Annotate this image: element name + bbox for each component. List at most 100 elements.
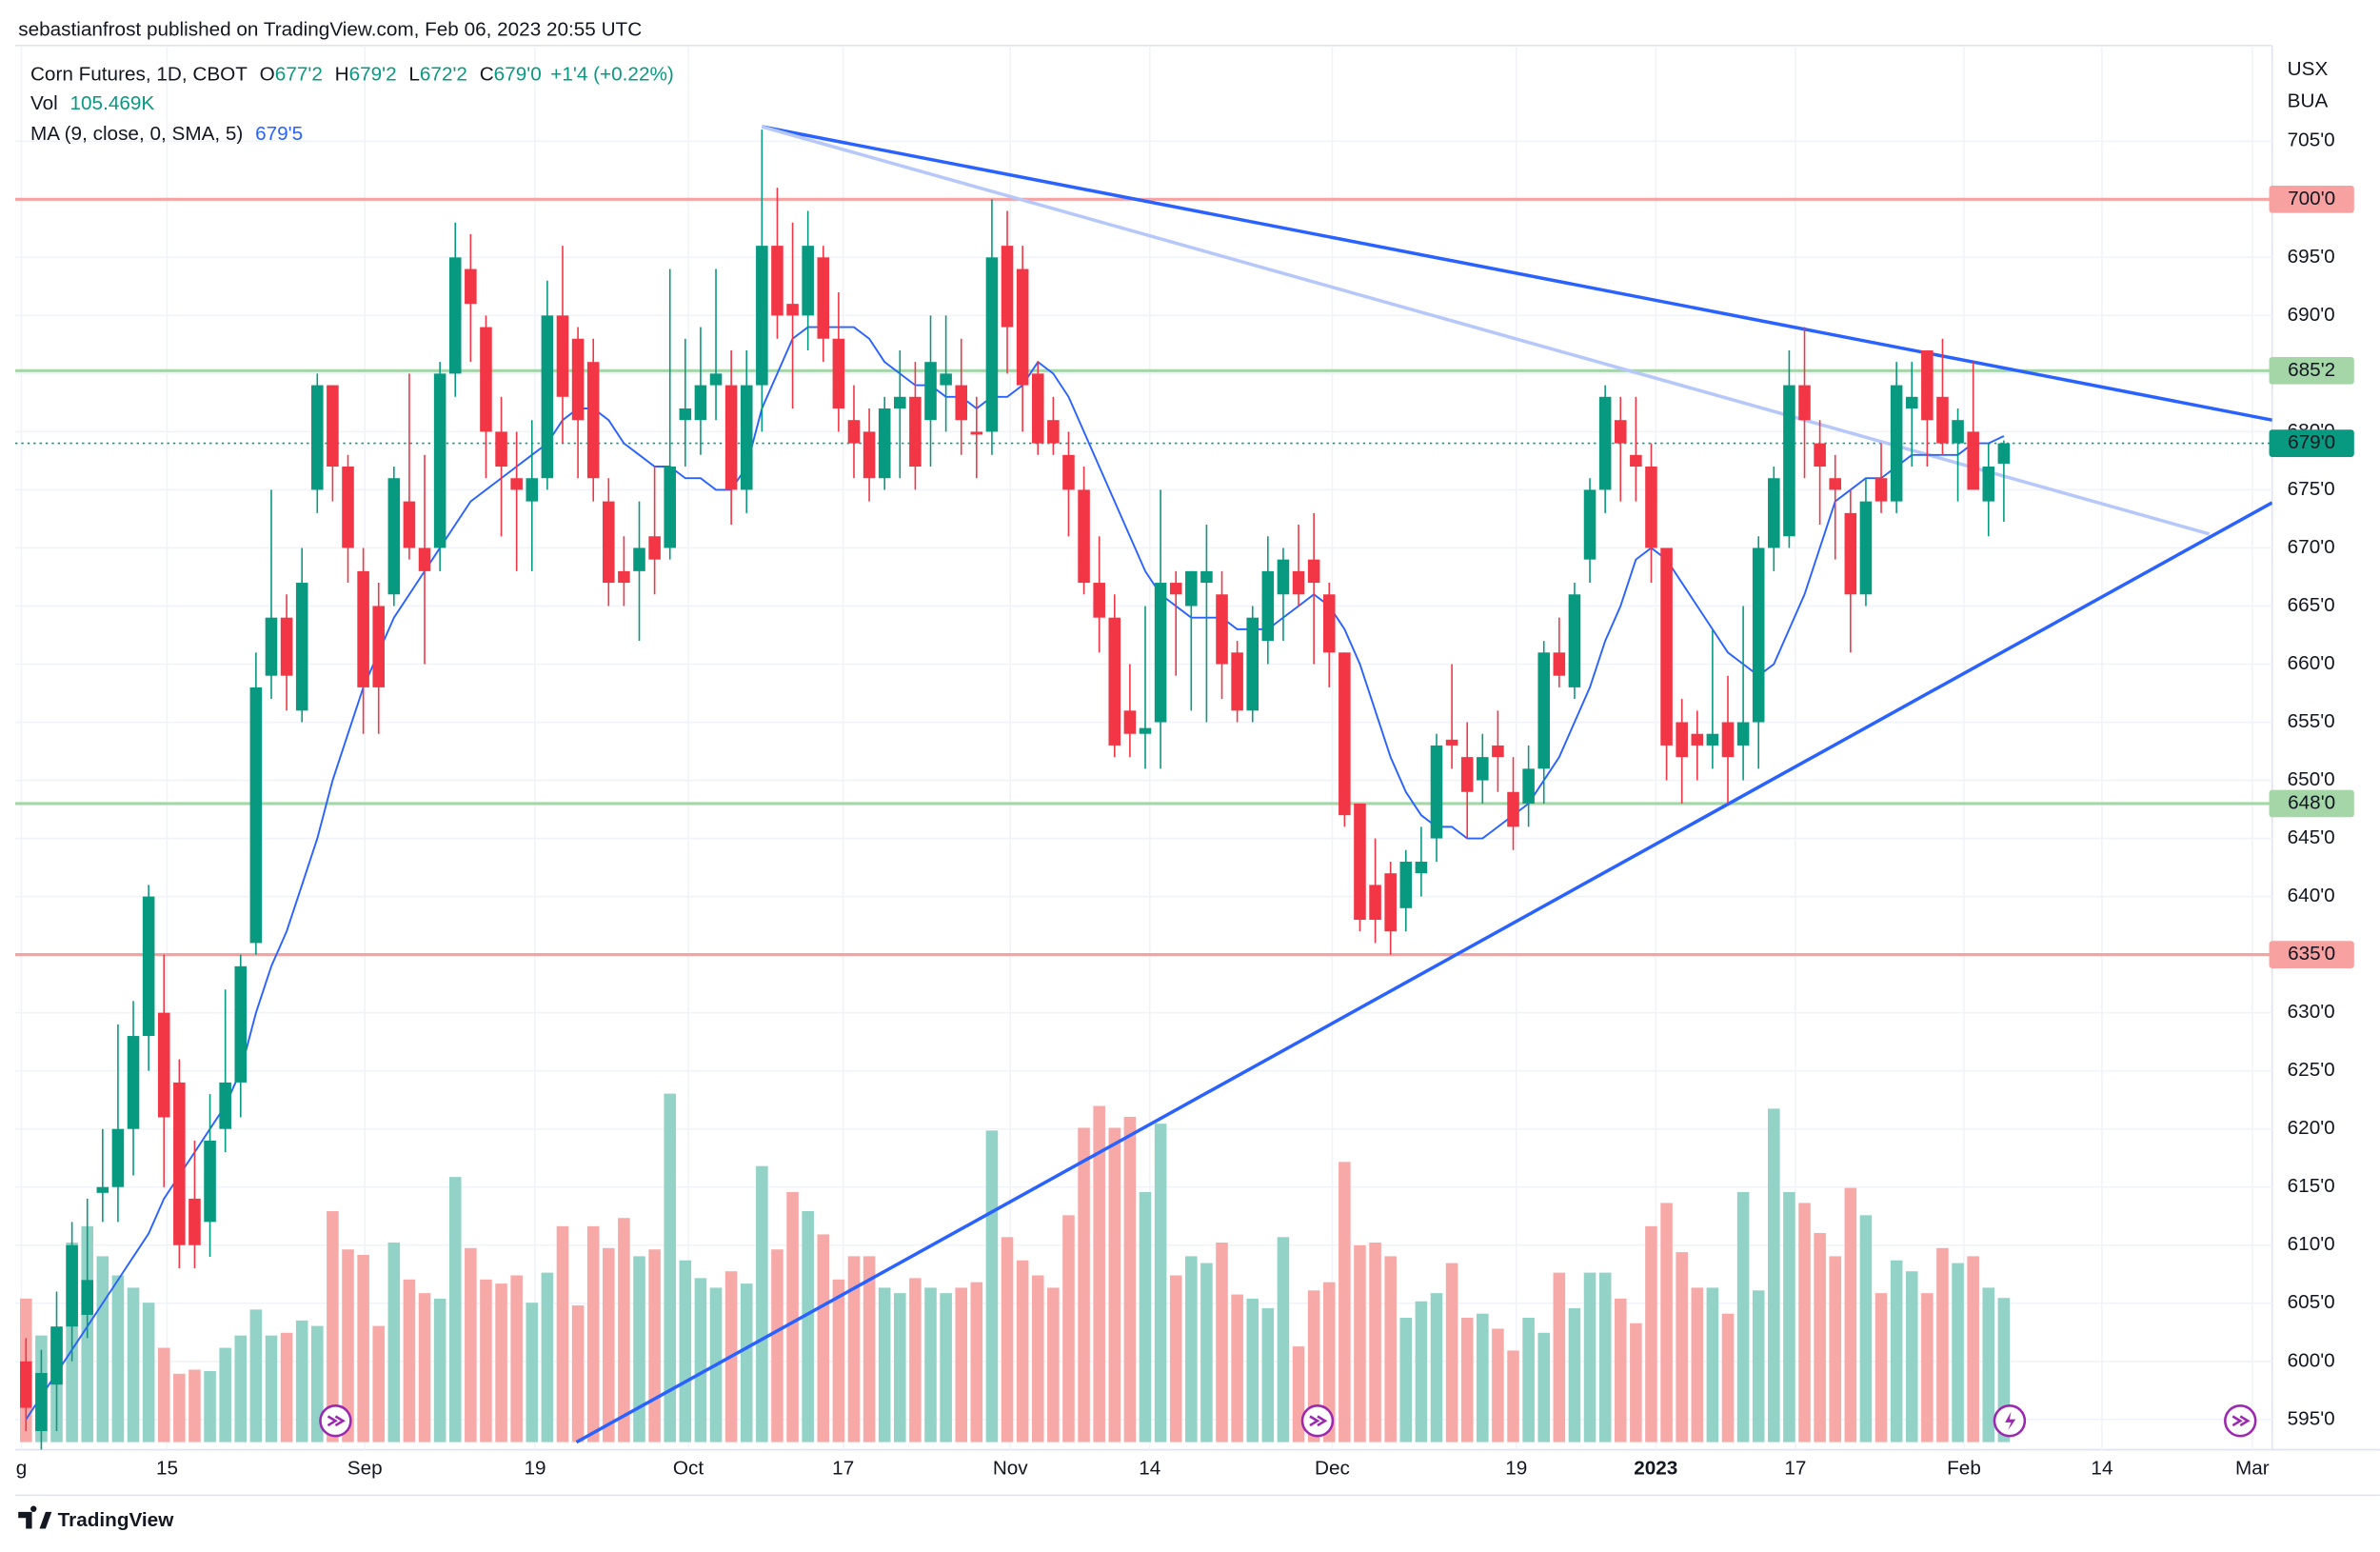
candle-body: [448, 257, 462, 374]
ohlc-key: H: [335, 64, 349, 86]
candle-body: [372, 606, 385, 687]
event-icon[interactable]: [319, 1404, 352, 1438]
candle-body: [1093, 583, 1105, 618]
change: +1'4 (+0.22%): [550, 64, 674, 86]
ohlc-value: 672'2: [420, 64, 467, 86]
volume-bar: [1492, 1328, 1504, 1443]
volume-bar: [970, 1282, 983, 1443]
candle-body: [1399, 861, 1413, 908]
candle-body: [878, 408, 891, 479]
candle-body: [1139, 727, 1152, 734]
y-tick-label: 630'0: [2288, 1001, 2335, 1023]
ma-label: MA (9, close, 0, SMA, 5): [30, 123, 243, 145]
volume-bar: [1016, 1260, 1029, 1443]
candle-body: [694, 385, 707, 421]
volume-bar: [1936, 1247, 1949, 1443]
volume-bar: [1277, 1237, 1290, 1443]
y-tick-label: 655'0: [2288, 710, 2335, 732]
volume-bar: [526, 1303, 539, 1443]
candle-body: [1598, 396, 1612, 490]
price-tag-label: 700'0: [2288, 188, 2335, 209]
volume-bar: [510, 1275, 523, 1443]
volume-bar: [1829, 1256, 1842, 1443]
volume-bar: [955, 1287, 968, 1443]
candle-body: [35, 1372, 48, 1432]
candle-body: [802, 246, 814, 316]
candle-body: [495, 431, 507, 468]
y-tick-label: 675'0: [2288, 478, 2335, 500]
volume-bar: [648, 1249, 661, 1443]
volume-bar: [1062, 1215, 1075, 1443]
volume-bar: [679, 1260, 692, 1443]
volume-bar: [1874, 1293, 1888, 1443]
candle-body: [863, 431, 876, 479]
y-tick-label: 620'0: [2288, 1117, 2335, 1139]
trendline: [762, 125, 2272, 422]
volume-bar: [1553, 1272, 1566, 1443]
candle-body: [1078, 489, 1090, 584]
event-icon[interactable]: [1300, 1404, 1335, 1438]
event-icon[interactable]: [2224, 1404, 2257, 1438]
volume-bar: [1783, 1191, 1795, 1443]
volume-bar: [1231, 1294, 1243, 1443]
price-tag: [2269, 429, 2354, 457]
candle-body: [433, 373, 446, 548]
volume-bar: [909, 1278, 922, 1443]
volume-bar: [433, 1298, 446, 1443]
y-tick-label: 705'0: [2288, 129, 2335, 151]
ma-value: 679'5: [255, 123, 303, 145]
event-icon[interactable]: [1993, 1404, 2027, 1438]
volume-bar: [1384, 1256, 1397, 1443]
candle-body: [1537, 652, 1551, 769]
vol-label: Vol: [30, 92, 58, 114]
ohlc-value: 679'2: [349, 64, 397, 86]
volume-bar: [1890, 1260, 1903, 1443]
volume-bar: [1200, 1263, 1213, 1443]
volume-bar: [756, 1165, 768, 1443]
candle-body: [1322, 594, 1336, 653]
candle-body: [740, 385, 753, 490]
volume-bar: [556, 1225, 569, 1443]
volume-bar: [1982, 1287, 1995, 1443]
volume-bar: [1078, 1127, 1090, 1443]
volume-bar: [1522, 1317, 1535, 1443]
y-tick-label: 665'0: [2288, 594, 2335, 616]
candle-body: [1123, 710, 1137, 734]
volume-bar: [142, 1303, 155, 1443]
candle-body: [142, 896, 155, 1037]
y-tick-label: 650'0: [2288, 768, 2335, 790]
y-tick-label: 615'0: [2288, 1175, 2335, 1197]
candle-body: [1062, 454, 1075, 490]
candle-body: [1200, 570, 1213, 584]
moving-average: [25, 326, 2005, 1421]
y-tick-label: 605'0: [2288, 1291, 2335, 1313]
volume-bar: [387, 1243, 401, 1443]
candle-body: [81, 1280, 93, 1315]
y-tick-label: 645'0: [2288, 826, 2335, 848]
x-tick-label: 17: [832, 1458, 854, 1480]
candle-body: [1783, 385, 1795, 537]
ma-legend: MA (9, close, 0, SMA, 5) 679'5: [30, 123, 303, 145]
candle-body: [111, 1128, 125, 1187]
volume-bar: [372, 1325, 385, 1443]
candle-body: [1477, 757, 1489, 781]
candle-body: [1630, 454, 1642, 468]
volume-bar: [1261, 1307, 1275, 1443]
volume-bar: [1139, 1191, 1152, 1443]
axes: 595'0 600'0 605'0 610'0 615'0 620'0 625'0 630'0…: [16, 129, 2335, 1480]
volume-bar: [1246, 1298, 1259, 1443]
candle-body: [633, 547, 645, 571]
volume-bar: [694, 1278, 707, 1443]
volume-bar: [1108, 1127, 1121, 1443]
candle-body: [709, 373, 723, 386]
candle-body: [96, 1186, 109, 1193]
volume-bar: [571, 1305, 585, 1443]
volume-bar: [157, 1347, 170, 1443]
volume-bar: [1967, 1256, 1979, 1443]
candle-body: [1614, 420, 1627, 444]
candle-body: [847, 420, 861, 444]
candle-body: [894, 396, 906, 408]
volume-bar: [1721, 1313, 1735, 1443]
